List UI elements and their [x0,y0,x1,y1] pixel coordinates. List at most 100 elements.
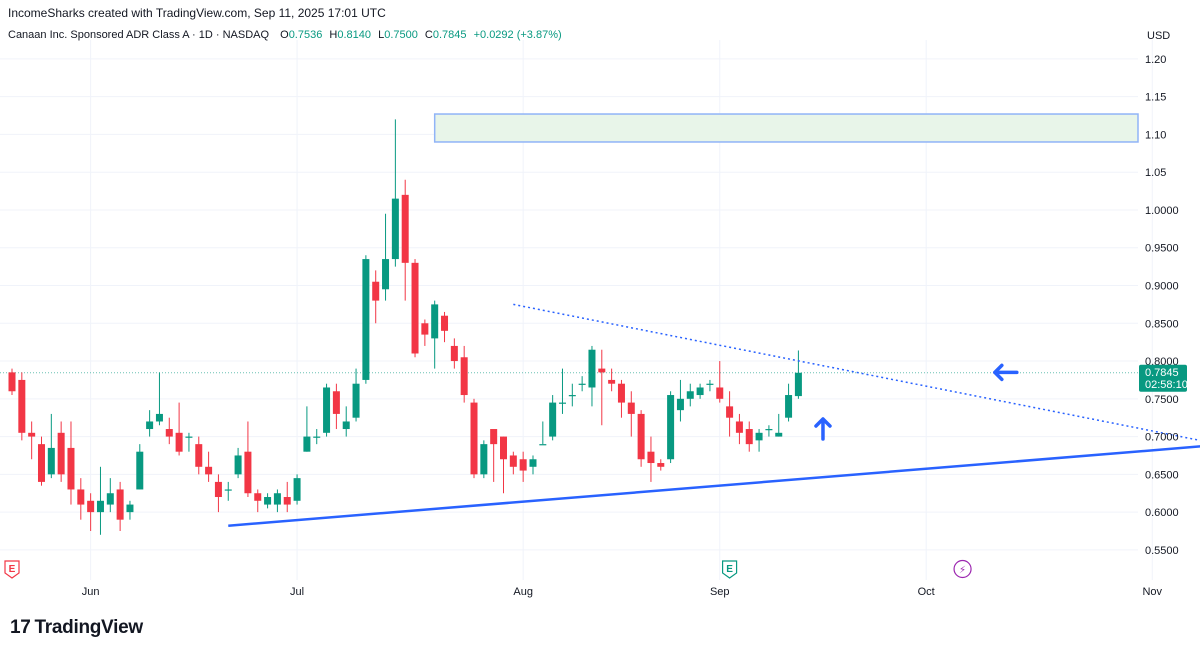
low-label: L [378,29,385,41]
candle-body [657,463,665,467]
candle-body [401,194,409,263]
trendlines [228,303,1200,527]
last-price-tag-value: 0.7845 [1145,367,1179,379]
candle-body [146,421,154,430]
dividend-marker-icon [953,559,972,579]
candle-body [647,451,655,464]
candle-body [126,504,134,513]
candle-body [470,402,478,475]
candle-body [18,379,26,433]
candle-body [578,383,586,385]
candle-body [362,259,370,380]
candle-body [716,387,724,399]
event-markers: E E ⚡ [4,559,972,579]
candle-body [598,368,606,373]
support-trendline [228,445,1200,527]
high-value: 0.8140 [337,29,372,41]
candle-body [441,315,449,331]
arrow-left-icon [993,363,1019,382]
last-price-tag-box [1139,364,1187,392]
candle-body [342,421,350,430]
y-tick-label: 1.05 [1145,167,1166,179]
candle-body [244,451,252,494]
price-axis: 1.20 1.15 1.10 1.05 1.0000 0.9500 0.9000 0.8500… [1145,54,1179,557]
candle-body [67,447,75,490]
y-tick-label: 0.8500 [1145,318,1179,330]
y-tick-label: 0.9000 [1145,281,1179,293]
symbol-info-bar: Canaan Inc. Sponsored ADR Class A · 1D ·… [8,29,562,41]
candle-body [617,383,625,403]
candle-body [372,281,380,301]
candle-body [155,413,163,422]
candle-body [185,436,193,438]
candle-body [391,198,399,260]
candle-body [382,259,390,290]
candle-body [667,395,675,460]
arrow-annotations [814,363,1019,441]
candle-body [323,387,331,433]
candle-body [588,349,596,388]
candle-body [775,432,783,437]
candle-body [28,432,36,437]
candle-body [214,481,222,498]
symbol-name[interactable]: Canaan Inc. Sponsored ADR Class A · 1D ·… [8,29,270,41]
last-price-tag-countdown: 02:58:10 [1145,379,1188,391]
tradingview-logo[interactable]: 17 TradingView [10,617,143,638]
candle-body [224,489,232,491]
y-tick-label: 0.5500 [1145,545,1179,557]
candle-body [726,406,734,418]
candle-body [608,379,616,384]
candle-body [549,402,557,437]
candle-body [539,444,547,446]
y-tick-label: 1.0000 [1145,205,1179,217]
candle-body [47,447,55,475]
candle-body [460,357,468,396]
candle-body [500,436,507,460]
candle-body [332,391,340,414]
x-tick-label: Jun [82,586,100,598]
y-tick-label: 0.7000 [1145,432,1179,444]
candle-body [676,398,684,411]
y-tick-label: 0.6000 [1145,507,1179,519]
earnings-marker-label: E [726,564,733,575]
candle-body [234,455,242,475]
candle-body [77,489,85,505]
open-value: 0.7536 [288,29,323,41]
candle-body [765,429,773,431]
candle-body [254,493,262,501]
candle-body [745,429,753,445]
candle-body [509,455,517,467]
candle-body [794,372,802,397]
candle-body [96,500,104,513]
y-tick-label: 0.6500 [1145,469,1179,481]
time-axis: Jun Jul Aug Sep Oct Nov [82,586,1163,598]
candle-body [568,395,576,397]
candle-body [57,432,65,475]
y-tick-label: 1.10 [1145,129,1166,141]
candle-body [8,372,16,392]
close-value: 0.7845 [432,29,467,41]
earnings-marker-label: E [9,564,16,575]
candle-body [411,262,419,354]
high-label: H [329,29,338,41]
candle-body [175,432,183,452]
candle-body [116,489,124,520]
candle-body [283,497,291,505]
open-label: O [280,29,289,41]
candle-body [558,402,566,404]
resistance-zone [433,113,1139,143]
candle-body [264,497,272,505]
price-change: +0.0292 (+3.87%) [473,29,562,41]
candle-body [529,459,537,467]
candle-body [706,383,714,385]
candle-body [352,383,360,418]
candle-body [421,323,429,335]
dividend-marker-label: ⚡ [959,565,966,576]
candle-body [136,451,144,490]
x-tick-label: Sep [710,586,730,598]
candle-body [273,493,281,505]
chart-created-by: IncomeSharks created with TradingView.co… [8,6,386,20]
close-label: C [424,29,433,41]
candle-body [106,493,114,505]
